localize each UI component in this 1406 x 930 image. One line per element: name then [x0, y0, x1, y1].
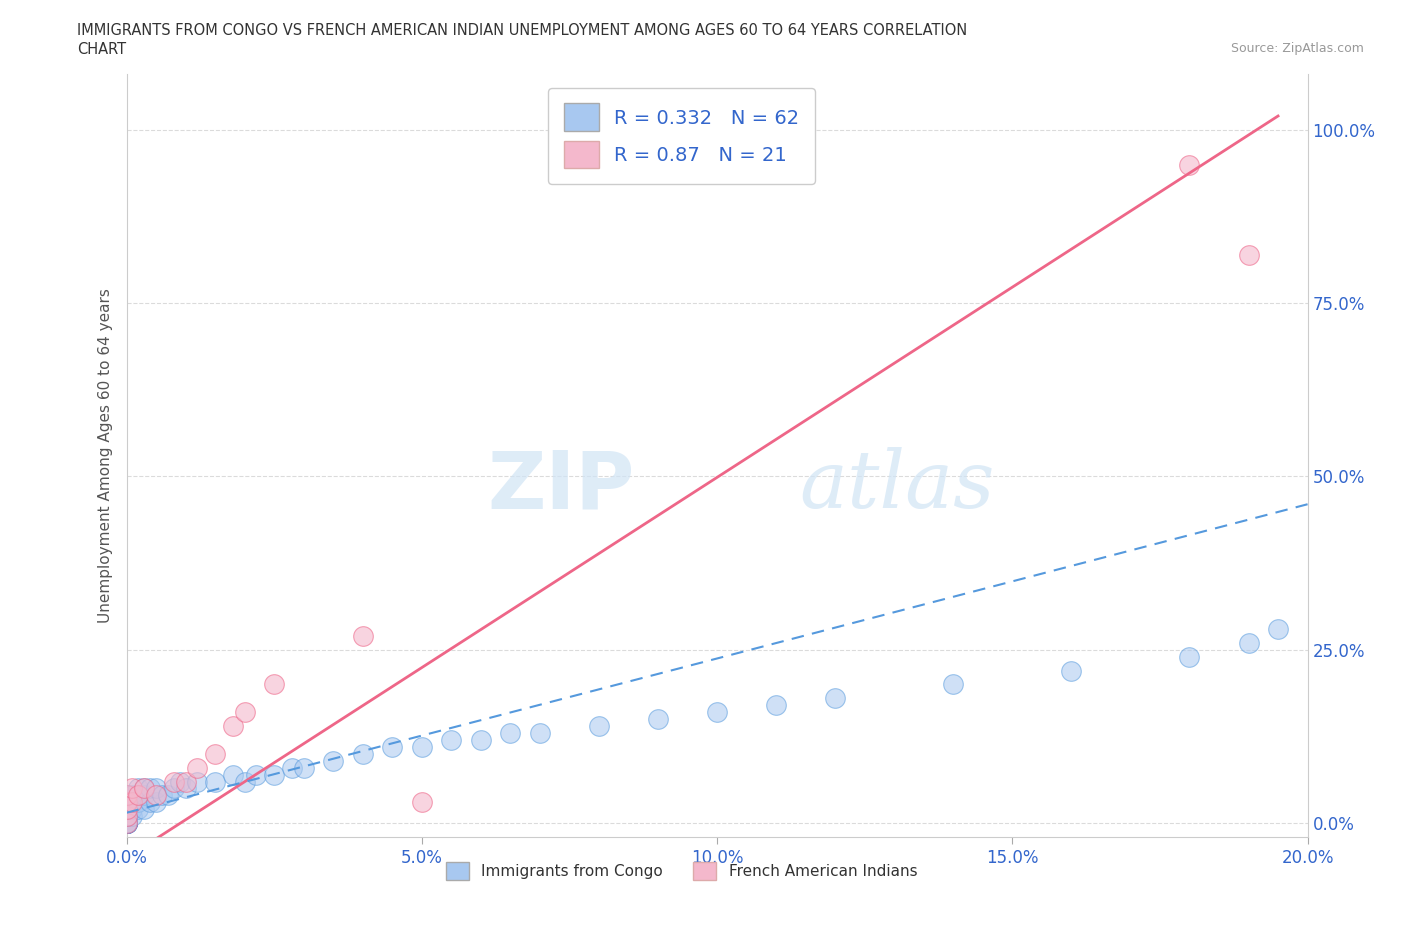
Point [156, 788, 179, 803]
Point [121, 788, 143, 803]
Point [134, 802, 156, 817]
Point [186, 760, 208, 775]
Point [115, 816, 138, 830]
Point [115, 795, 138, 810]
Point [529, 725, 551, 740]
Point [150, 788, 173, 803]
Point [145, 781, 167, 796]
Point [127, 802, 149, 817]
Y-axis label: Unemployment Among Ages 60 to 64 years: Unemployment Among Ages 60 to 64 years [97, 288, 112, 623]
Point [139, 795, 162, 810]
Point [121, 809, 143, 824]
Point [233, 774, 256, 789]
Point [411, 795, 433, 810]
Text: ZIP: ZIP [486, 447, 634, 525]
Point [222, 719, 245, 734]
Point [115, 816, 138, 830]
Point [381, 739, 404, 754]
Point [121, 781, 143, 796]
Point [765, 698, 787, 712]
Point [204, 747, 226, 762]
Point [263, 677, 285, 692]
Point [115, 802, 138, 817]
Point [115, 788, 138, 803]
Legend: Immigrants from Congo, French American Indians: Immigrants from Congo, French American I… [440, 856, 924, 886]
Point [115, 816, 138, 830]
Point [499, 725, 522, 740]
Point [115, 816, 138, 830]
Point [233, 705, 256, 720]
Point [647, 711, 669, 726]
Point [163, 774, 186, 789]
Point [115, 809, 138, 824]
Point [1267, 621, 1289, 636]
Point [163, 781, 186, 796]
Point [134, 781, 156, 796]
Point [322, 753, 344, 768]
Point [292, 760, 315, 775]
Point [1178, 157, 1201, 172]
Point [174, 774, 197, 789]
Point [115, 795, 138, 810]
Point [281, 760, 304, 775]
Point [588, 719, 610, 734]
Point [245, 767, 267, 782]
Point [115, 816, 138, 830]
Point [186, 774, 208, 789]
Point [115, 816, 138, 830]
Point [121, 795, 143, 810]
Point [121, 802, 143, 817]
Point [1178, 649, 1201, 664]
Point [352, 629, 374, 644]
Point [115, 809, 138, 824]
Point [115, 816, 138, 830]
Point [824, 691, 846, 706]
Text: IMMIGRANTS FROM CONGO VS FRENCH AMERICAN INDIAN UNEMPLOYMENT AMONG AGES 60 TO 64: IMMIGRANTS FROM CONGO VS FRENCH AMERICAN… [77, 23, 967, 38]
Point [204, 774, 226, 789]
Point [169, 774, 191, 789]
Point [411, 739, 433, 754]
Text: Source: ZipAtlas.com: Source: ZipAtlas.com [1230, 42, 1364, 55]
Point [352, 747, 374, 762]
Point [115, 795, 138, 810]
Point [222, 767, 245, 782]
Point [127, 788, 149, 803]
Point [115, 802, 138, 817]
Point [145, 795, 167, 810]
Point [115, 816, 138, 830]
Point [145, 788, 167, 803]
Point [1237, 635, 1260, 650]
Text: atlas: atlas [800, 447, 995, 525]
Point [115, 802, 138, 817]
Point [115, 816, 138, 830]
Point [440, 733, 463, 748]
Point [1237, 247, 1260, 262]
Point [706, 705, 728, 720]
Point [139, 781, 162, 796]
Point [134, 788, 156, 803]
Point [134, 781, 156, 796]
Point [470, 733, 492, 748]
Point [174, 781, 197, 796]
Point [1060, 663, 1083, 678]
Point [121, 795, 143, 810]
Point [115, 788, 138, 803]
Point [115, 809, 138, 824]
Point [127, 781, 149, 796]
Point [115, 816, 138, 830]
Point [115, 816, 138, 830]
Point [942, 677, 965, 692]
Point [263, 767, 285, 782]
Text: CHART: CHART [77, 42, 127, 57]
Point [127, 795, 149, 810]
